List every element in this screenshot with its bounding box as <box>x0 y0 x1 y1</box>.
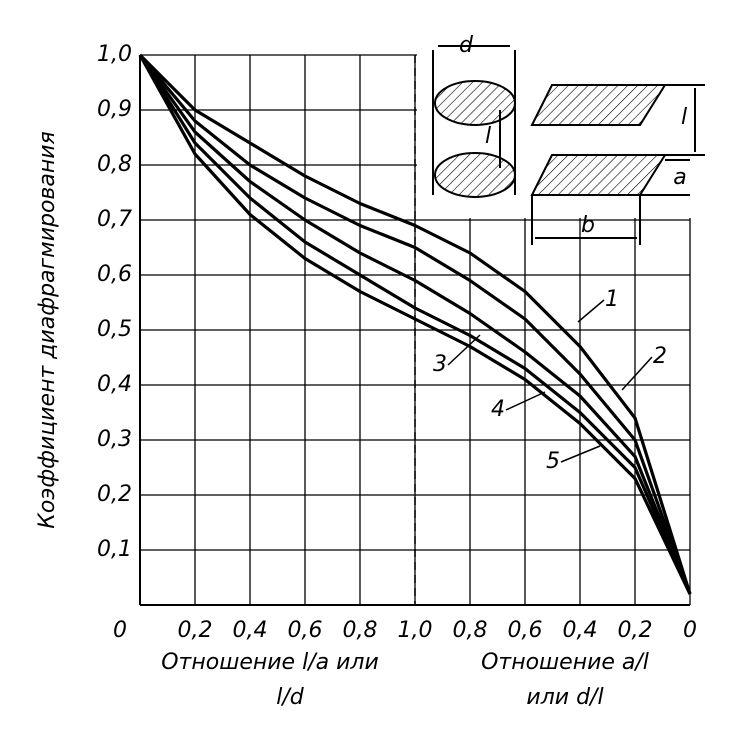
curve-label: 5 <box>546 449 560 474</box>
y-tick-label: 0,5 <box>97 317 132 342</box>
y-tick-label: 0,6 <box>97 262 132 287</box>
y-axis-label: Коэффициент диафрагмирования <box>35 131 60 529</box>
x-tick-label: 0,6 <box>508 618 543 643</box>
inset-label: d <box>459 33 474 58</box>
y-tick-label: 0,8 <box>97 152 132 177</box>
y-tick-label: 1,0 <box>97 42 132 67</box>
x-axis-label: или d/l <box>526 685 603 710</box>
inset-label: l <box>681 105 687 130</box>
x-tick-label: 0,4 <box>563 618 598 643</box>
x-axis-label: Отношение a/l <box>481 650 649 675</box>
inset-label: b <box>581 213 595 238</box>
curve <box>138 54 692 595</box>
inset-label: a <box>673 165 686 190</box>
y-tick-label: 0,4 <box>97 372 132 397</box>
x-tick-label: 0,6 <box>288 618 323 643</box>
curve-label: 1 <box>605 287 619 312</box>
y-tick-label: 0,3 <box>97 427 132 452</box>
leader-line <box>505 391 546 411</box>
x-tick-label: 0,2 <box>618 618 653 643</box>
x-tick-label: 0,8 <box>453 618 488 643</box>
leader-line <box>621 356 653 391</box>
curve <box>138 53 692 595</box>
x-axis-label: Отношение l/a или <box>161 650 379 675</box>
curve <box>138 54 692 595</box>
leader-line <box>577 299 605 323</box>
x-tick-label: 0 <box>113 618 127 643</box>
inset-label: l <box>485 124 491 149</box>
curve <box>138 54 692 595</box>
curve-label: 4 <box>491 397 505 422</box>
x-axis-label: l/d <box>276 685 305 710</box>
y-tick-label: 0,1 <box>97 537 132 562</box>
x-tick-label: 0,8 <box>343 618 378 643</box>
y-tick-label: 0,2 <box>97 482 132 507</box>
curve-label: 3 <box>433 352 447 377</box>
x-tick-label: 1,0 <box>398 618 433 643</box>
x-tick-label: 0 <box>683 618 697 643</box>
x-tick-label: 0,2 <box>178 618 213 643</box>
y-tick-label: 0,9 <box>97 97 132 122</box>
inset <box>432 45 705 245</box>
y-tick-label: 0,7 <box>97 207 132 232</box>
leader-line <box>560 445 601 463</box>
curve <box>138 53 692 595</box>
x-tick-label: 0,4 <box>233 618 268 643</box>
curve-label: 2 <box>653 344 667 369</box>
